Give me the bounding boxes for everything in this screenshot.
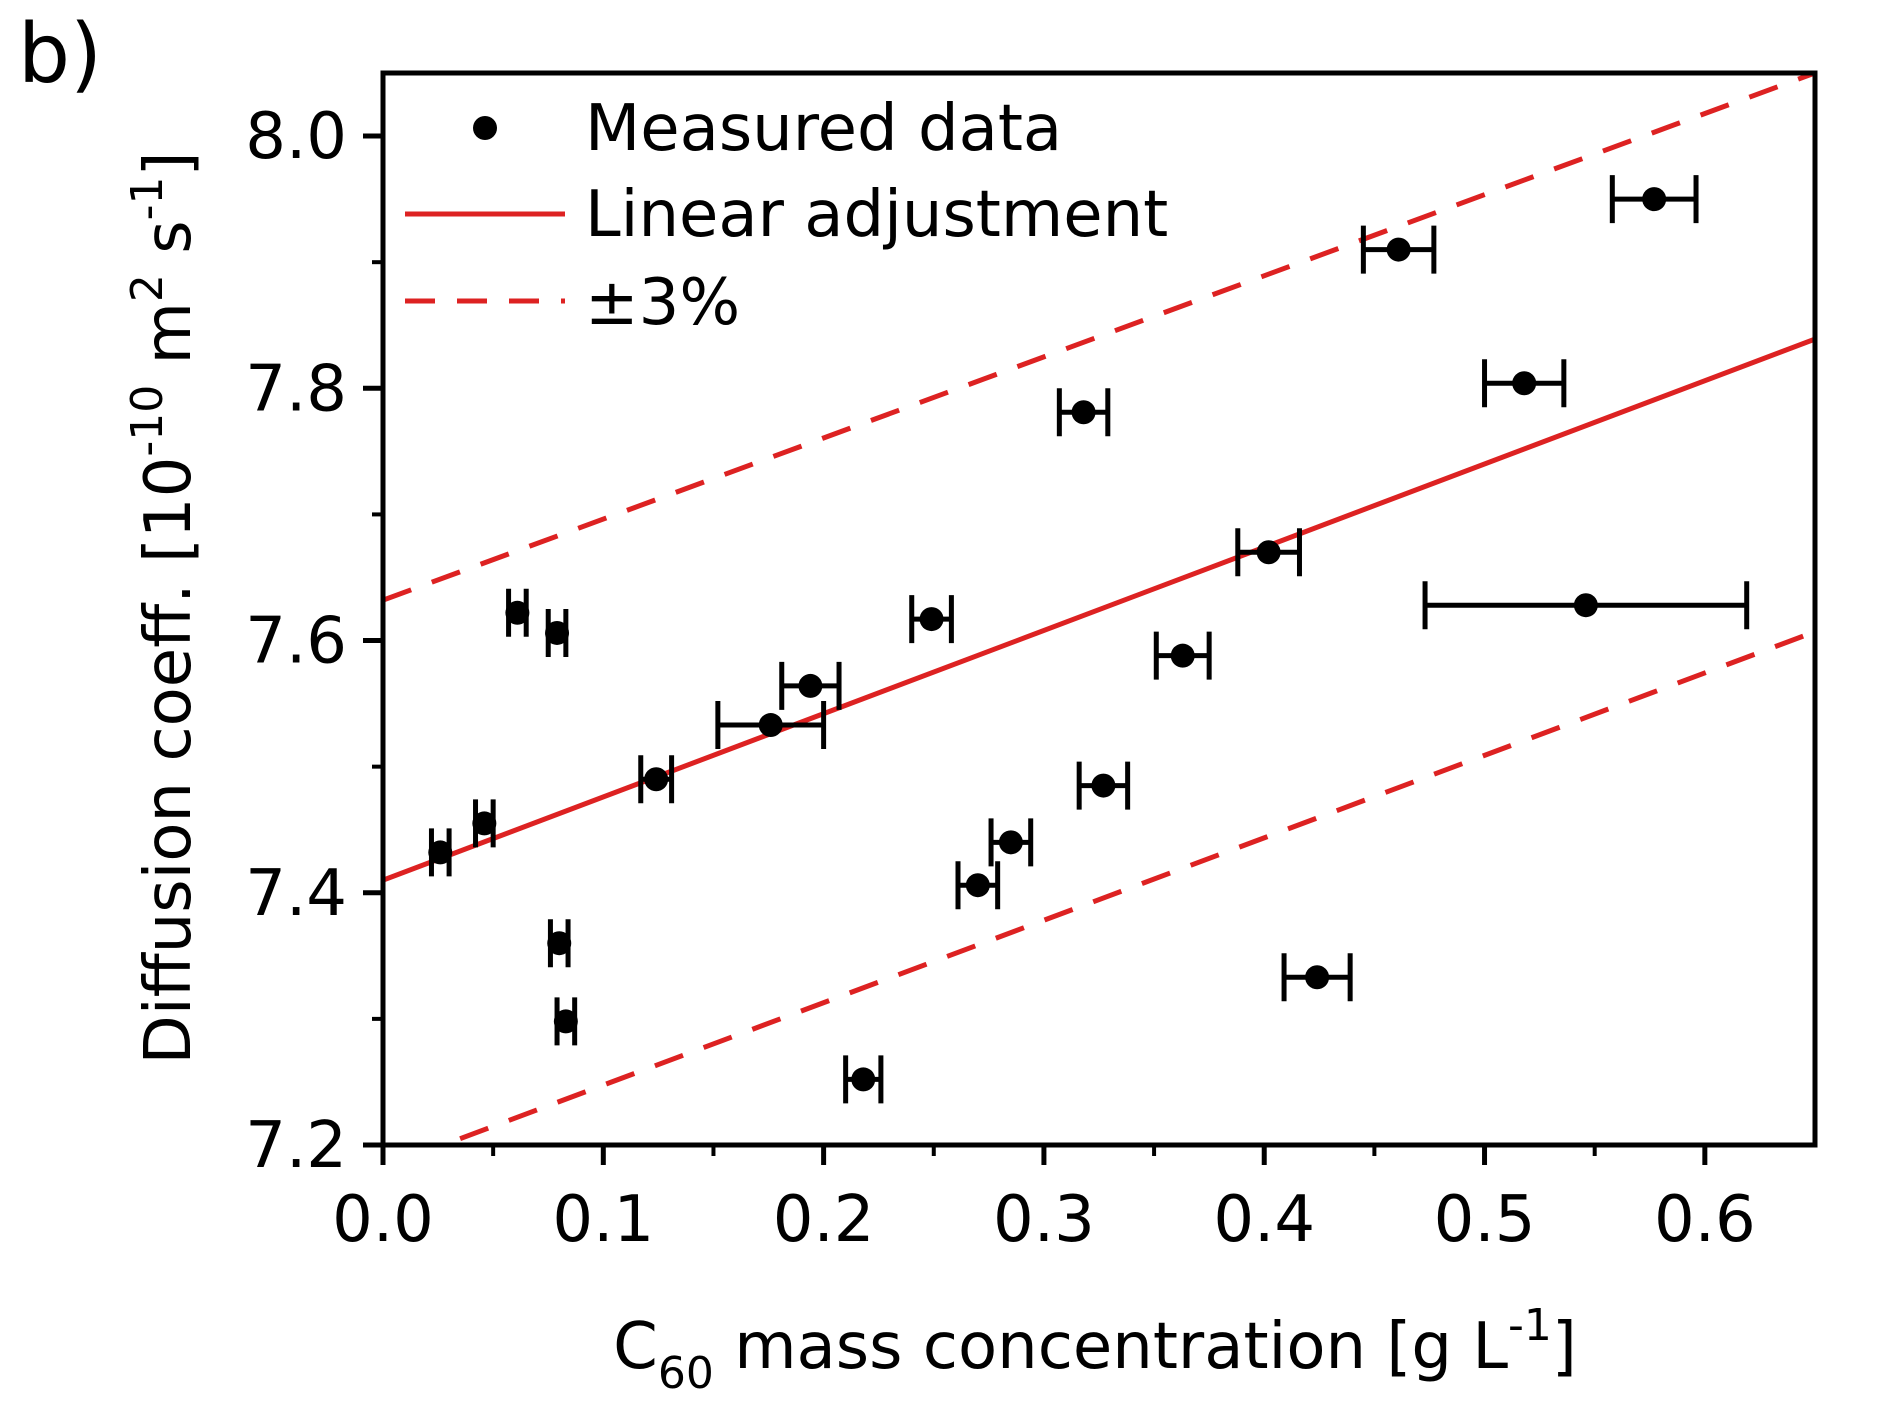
data-point-group [545, 608, 570, 657]
legend-marker-symbol [473, 116, 497, 140]
data-point [798, 673, 823, 698]
data-point [472, 811, 497, 836]
data-point [1305, 965, 1330, 990]
y-axis-title-sup3: -1 [122, 177, 173, 221]
y-axis-title-sup2: 2 [122, 274, 173, 302]
x-tick-label: 0.1 [552, 1183, 654, 1257]
x-axis-title-rest: mass concentration [g L [714, 1310, 1508, 1384]
data-point-group [472, 799, 497, 848]
data-point [1512, 371, 1537, 396]
data-point [851, 1067, 876, 1092]
tick-labels: 0.0 0.1 0.2 0.3 0.4 0.5 0.6 7.2 7.4 7.6 7.8 8.0 [245, 100, 1756, 1257]
data-point [547, 931, 572, 956]
data-point-group [1056, 388, 1111, 437]
data-point-group [1076, 761, 1131, 810]
y-axis-title-mid: m [132, 302, 206, 385]
data-point [1071, 400, 1096, 425]
y-axis-title-end: ] [132, 152, 206, 177]
x-axis-title-sup: -1 [1508, 1300, 1552, 1351]
y-axis-title-main: Diffusion coeff. [10 [132, 457, 206, 1065]
y-tick-label: 7.8 [245, 352, 347, 426]
data-point [919, 607, 944, 632]
data-point-group [1422, 581, 1750, 630]
y-tick-label: 7.2 [245, 1109, 347, 1183]
data-point-group [1609, 175, 1699, 224]
data-point-group [505, 588, 530, 637]
panel-label: b) [18, 7, 102, 102]
data-point-group [553, 997, 578, 1046]
x-axis-title-sub: 60 [658, 1348, 714, 1399]
y-axis-title-sup1: -10 [122, 385, 173, 457]
data-point-group [843, 1055, 884, 1104]
plot-frame [380, 70, 1818, 1148]
data-point-group [1482, 359, 1567, 408]
band-lower-line [459, 629, 1815, 1142]
data-point [1091, 773, 1116, 798]
data-point [1256, 540, 1281, 565]
data-point [428, 840, 453, 865]
x-tick-label: 0.3 [993, 1183, 1095, 1257]
data-point-group [779, 661, 842, 710]
data-point-group [1235, 528, 1302, 577]
data-point [758, 713, 783, 738]
data-point-group [547, 919, 572, 968]
data-point-group [428, 828, 453, 877]
y-axis-title: Diffusion coeff. [10-10 m2 s-1] [122, 152, 206, 1065]
data-point [1573, 593, 1598, 618]
data-point [553, 1009, 578, 1034]
data-point-group [1360, 225, 1437, 274]
data-point [1642, 187, 1667, 212]
legend-label-linear: Linear adjustment [585, 178, 1168, 252]
data-point-group [955, 861, 1001, 910]
data-point [998, 830, 1023, 855]
y-axis-title-mid2: s [132, 220, 206, 274]
data-point-group [638, 755, 675, 804]
legend-label-measured: Measured data [585, 92, 1062, 166]
y-tick-label: 7.6 [245, 605, 347, 679]
data-layer [428, 175, 1750, 1104]
data-point [644, 767, 669, 792]
data-point-group [988, 818, 1034, 867]
band-upper-line [383, 73, 1815, 603]
data-point [1170, 643, 1195, 668]
x-axis-title-main: C [613, 1310, 658, 1384]
linear-fit-line [383, 336, 1815, 883]
fit-layer [383, 73, 1815, 1142]
data-point [505, 600, 530, 625]
x-tick-label: 0.2 [773, 1183, 875, 1257]
axis-ticks [363, 133, 1708, 1165]
data-point [545, 620, 570, 645]
data-point-group [1281, 953, 1353, 1002]
data-point-group [715, 701, 827, 750]
x-axis-title: C60 mass concentration [g L-1] [613, 1300, 1577, 1399]
x-axis-title-end: ] [1552, 1310, 1577, 1384]
data-point [1386, 237, 1411, 262]
legend: Measured data Linear adjustment ±3% [405, 92, 1168, 340]
y-tick-label: 7.4 [245, 857, 347, 931]
x-tick-label: 0.4 [1213, 1183, 1315, 1257]
x-tick-label: 0.6 [1654, 1183, 1756, 1257]
data-point [965, 873, 990, 898]
x-tick-label: 0.0 [332, 1183, 434, 1257]
legend-label-band: ±3% [585, 266, 740, 340]
y-tick-label: 8.0 [245, 100, 347, 174]
data-point-group [909, 595, 954, 644]
data-point-group [1153, 631, 1212, 680]
x-tick-label: 0.5 [1434, 1183, 1536, 1257]
